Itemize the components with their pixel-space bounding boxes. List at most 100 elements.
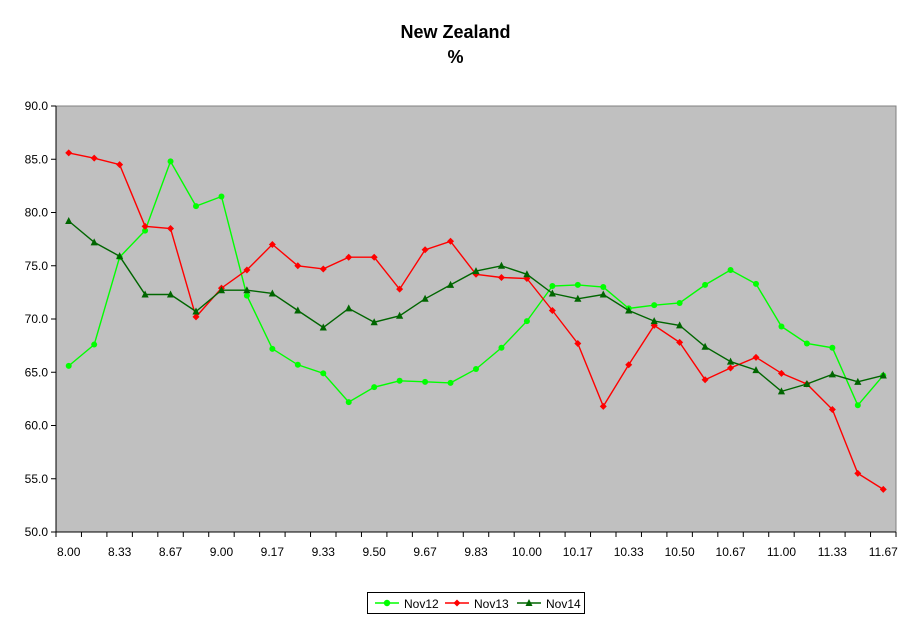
x-tick-label: 11.67 [869, 545, 898, 559]
data-point-nov14 [726, 357, 735, 365]
data-point-nov13 [243, 266, 251, 274]
data-point-nov14 [752, 366, 760, 374]
data-point-nov12 [803, 340, 810, 347]
data-point-nov14 [548, 289, 556, 297]
data-point-nov14 [370, 318, 378, 326]
data-point-nov13 [141, 222, 149, 230]
x-tick-label: 8.00 [57, 545, 81, 559]
data-point-nov12 [243, 292, 250, 299]
data-point-nov13 [370, 253, 378, 261]
x-tick-label: 9.83 [464, 545, 488, 559]
data-point-nov13 [701, 376, 709, 384]
data-point-nov14 [217, 286, 226, 294]
data-point-nov12 [65, 362, 72, 369]
legend: Nov12 Nov13 Nov14 [367, 592, 585, 614]
data-point-nov14 [446, 280, 455, 288]
data-point-nov14 [396, 311, 404, 319]
y-tick-label: 60.0 [25, 419, 49, 433]
chart-title: New Zealand [400, 22, 511, 42]
data-point-nov13 [65, 149, 73, 157]
data-point-nov13 [167, 224, 175, 232]
x-tick-label: 9.50 [363, 545, 387, 559]
data-point-nov12 [753, 280, 759, 287]
data-point-nov12 [218, 193, 225, 200]
data-point-nov13 [421, 246, 429, 254]
data-point-nov13 [676, 338, 684, 346]
plot-area [55, 105, 897, 533]
data-point-nov13 [599, 402, 607, 410]
y-tick-label: 75.0 [25, 259, 49, 273]
data-point-nov12 [854, 402, 861, 409]
data-point-nov14 [294, 306, 302, 314]
data-point-nov14 [599, 290, 607, 298]
data-point-nov12 [447, 379, 454, 386]
data-point-nov12 [422, 378, 429, 385]
legend-item-nov12: Nov12 [374, 595, 439, 611]
x-tick-label: 11.33 [818, 545, 847, 559]
data-point-nov12 [676, 300, 683, 307]
data-point-nov12 [727, 267, 734, 274]
data-point-nov12 [498, 344, 505, 351]
data-point-nov14 [166, 290, 175, 298]
data-point-nov13 [319, 265, 327, 273]
x-tick-label: 10.50 [665, 545, 695, 559]
data-point-nov13 [879, 485, 887, 493]
data-point-nov13 [625, 361, 633, 369]
data-point-nov14 [777, 387, 786, 395]
x-tick-label: 10.00 [512, 545, 542, 559]
data-point-nov12 [473, 366, 479, 373]
legend-marker-diamond-icon [445, 599, 469, 607]
data-point-nov14 [879, 371, 887, 379]
data-point-nov12 [142, 227, 149, 234]
x-tick-label: 9.17 [261, 545, 285, 559]
y-tick-label: 85.0 [25, 152, 49, 166]
data-point-nov14 [854, 377, 862, 385]
y-tick-label: 55.0 [25, 472, 49, 486]
y-tick-label: 90.0 [25, 99, 49, 113]
data-point-nov13 [345, 253, 353, 261]
data-point-nov13 [192, 313, 200, 321]
data-point-nov14 [523, 270, 531, 278]
x-tick-label: 8.33 [108, 545, 132, 559]
data-point-nov12 [600, 284, 607, 291]
data-point-nov13 [447, 237, 455, 245]
data-point-nov12 [320, 370, 327, 377]
x-tick-label: 11.00 [767, 545, 796, 559]
x-tick-label: 8.67 [159, 545, 183, 559]
data-point-nov12 [269, 345, 276, 352]
data-point-nov14 [803, 379, 811, 387]
data-point-nov12 [294, 361, 301, 368]
data-point-nov13 [294, 262, 302, 270]
legend-label-nov13: Nov13 [474, 597, 509, 611]
data-point-nov14 [141, 290, 149, 298]
x-tick-label: 10.17 [563, 545, 593, 559]
data-point-nov12 [574, 281, 581, 288]
data-point-nov13 [90, 154, 98, 162]
data-point-nov12 [778, 323, 785, 330]
data-point-nov14 [701, 342, 709, 350]
x-tick-label: 9.00 [210, 545, 234, 559]
data-point-nov14 [421, 294, 429, 302]
legend-item-nov13: Nov13 [444, 595, 509, 611]
x-tick-label: 9.33 [312, 545, 336, 559]
x-tick-label: 9.67 [413, 545, 437, 559]
data-point-nov14 [243, 286, 251, 294]
data-point-nov12 [371, 384, 378, 391]
x-tick-label: 10.33 [614, 545, 644, 559]
data-point-nov14 [116, 252, 124, 260]
data-point-nov13 [752, 353, 760, 361]
data-point-nov14 [192, 307, 200, 315]
data-point-nov13 [116, 161, 124, 169]
legend-label-nov14: Nov14 [546, 597, 581, 611]
data-point-nov14 [497, 261, 506, 269]
data-point-nov12 [549, 282, 556, 289]
data-point-nov14 [319, 323, 327, 331]
data-point-nov13 [548, 306, 556, 314]
data-point-nov13 [574, 339, 582, 347]
legend-item-nov14: Nov14 [516, 595, 581, 611]
data-point-nov14 [345, 304, 353, 312]
data-point-nov14 [828, 370, 836, 378]
data-point-nov14 [625, 306, 633, 314]
data-point-nov14 [676, 321, 684, 329]
data-point-nov13 [828, 406, 836, 414]
